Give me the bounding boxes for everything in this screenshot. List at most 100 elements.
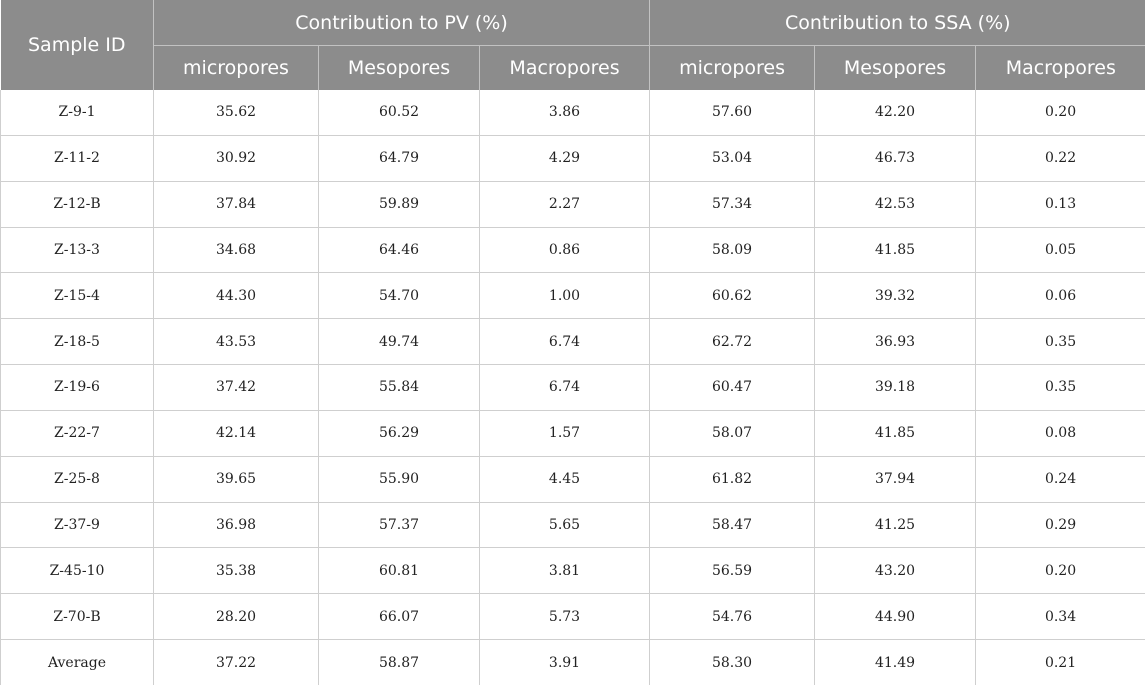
pv-macropores-cell: 4.29 [479, 135, 651, 182]
sample-id-cell: Z-15-4 [0, 272, 154, 320]
ssa-macropores-cell: 0.20 [975, 90, 1145, 136]
ssa-micropores-cell: 58.47 [649, 502, 816, 549]
ssa-macropores-cell: 0.24 [975, 456, 1145, 503]
ssa-macropores-cell: 0.35 [975, 364, 1145, 411]
ssa-macropores-cell: 0.34 [975, 593, 1145, 641]
pv-micropores-cell: 36.98 [153, 502, 319, 549]
pv-mesopores-cell: 54.70 [318, 272, 480, 320]
pv-micropores-cell: 35.38 [153, 547, 319, 595]
pv-mesopores-cell: 60.52 [318, 90, 480, 136]
pv-macropores-cell: 6.74 [479, 364, 651, 411]
table-body: Z-9-1 35.62 60.52 3.86 57.60 42.20 0.20 Z-11-2 3… [0, 90, 1145, 685]
sample-id-cell: Z-25-8 [0, 456, 154, 503]
pv-mesopores-cell: 64.79 [318, 135, 480, 182]
ssa-mesopores-cell: 42.20 [814, 90, 977, 136]
ssa-micropores-cell: 54.76 [649, 593, 816, 641]
ssa-micropores-cell: 61.82 [649, 456, 816, 503]
pv-micropores-cell: 37.22 [153, 639, 319, 685]
ssa-micropores-cell: 60.47 [649, 364, 816, 411]
ssa-micropores-cell: 62.72 [649, 318, 816, 366]
table-row: Z-15-4 44.30 54.70 1.00 60.62 39.32 0.06 [0, 272, 1145, 320]
table-row: Z-12-B 37.84 59.89 2.27 57.34 42.53 0.13 [0, 181, 1145, 228]
table-row: Z-45-10 35.38 60.81 3.81 56.59 43.20 0.20 [0, 547, 1145, 595]
pv-mesopores-cell: 55.90 [318, 456, 480, 503]
pv-mesopores-cell: 56.29 [318, 410, 480, 457]
header-pv-macropores: Macropores [479, 45, 651, 90]
sample-id-cell: Z-45-10 [0, 547, 154, 595]
pv-macropores-cell: 3.86 [479, 90, 651, 136]
header-pv-mesopores: Mesopores [318, 45, 480, 90]
ssa-macropores-cell: 0.20 [975, 547, 1145, 595]
ssa-mesopores-cell: 44.90 [814, 593, 977, 641]
ssa-mesopores-cell: 37.94 [814, 456, 977, 503]
table-header: Sample ID Contribution to PV (%) Contrib… [0, 0, 1145, 90]
sample-id-cell: Z-18-5 [0, 318, 154, 366]
ssa-mesopores-cell: 41.25 [814, 502, 977, 549]
pv-macropores-cell: 4.45 [479, 456, 651, 503]
table-row: Z-13-3 34.68 64.46 0.86 58.09 41.85 0.05 [0, 227, 1145, 274]
ssa-micropores-cell: 60.62 [649, 272, 816, 320]
header-ssa-micropores: micropores [649, 45, 816, 90]
ssa-mesopores-cell: 43.20 [814, 547, 977, 595]
ssa-macropores-cell: 0.21 [975, 639, 1145, 685]
pv-micropores-cell: 34.68 [153, 227, 319, 274]
table-row: Z-9-1 35.62 60.52 3.86 57.60 42.20 0.20 [0, 90, 1145, 136]
ssa-micropores-cell: 56.59 [649, 547, 816, 595]
pv-micropores-cell: 37.42 [153, 364, 319, 411]
header-pv-micropores: micropores [153, 45, 319, 90]
header-group-pv: Contribution to PV (%) [153, 0, 651, 46]
pv-mesopores-cell: 59.89 [318, 181, 480, 228]
ssa-macropores-cell: 0.06 [975, 272, 1145, 320]
table-row: Z-25-8 39.65 55.90 4.45 61.82 37.94 0.24 [0, 456, 1145, 503]
sample-id-cell: Average [0, 639, 154, 685]
pv-mesopores-cell: 49.74 [318, 318, 480, 366]
ssa-macropores-cell: 0.22 [975, 135, 1145, 182]
header-group-ssa: Contribution to SSA (%) [649, 0, 1145, 46]
pv-micropores-cell: 30.92 [153, 135, 319, 182]
sample-id-cell: Z-37-9 [0, 502, 154, 549]
pv-mesopores-cell: 55.84 [318, 364, 480, 411]
ssa-micropores-cell: 57.60 [649, 90, 816, 136]
header-sample-id: Sample ID [0, 0, 154, 90]
ssa-micropores-cell: 58.07 [649, 410, 816, 457]
pv-macropores-cell: 6.74 [479, 318, 651, 366]
ssa-macropores-cell: 0.13 [975, 181, 1145, 228]
ssa-macropores-cell: 0.29 [975, 502, 1145, 549]
pv-micropores-cell: 39.65 [153, 456, 319, 503]
pv-macropores-cell: 5.73 [479, 593, 651, 641]
sample-id-cell: Z-9-1 [0, 90, 154, 136]
pv-micropores-cell: 42.14 [153, 410, 319, 457]
ssa-macropores-cell: 0.08 [975, 410, 1145, 457]
table-row-average: Average 37.22 58.87 3.91 58.30 41.49 0.21 [0, 639, 1145, 685]
pv-macropores-cell: 2.27 [479, 181, 651, 228]
sample-id-cell: Z-12-B [0, 181, 154, 228]
sample-id-cell: Z-19-6 [0, 364, 154, 411]
pv-macropores-cell: 1.00 [479, 272, 651, 320]
pv-mesopores-cell: 57.37 [318, 502, 480, 549]
table-row: Z-70-B 28.20 66.07 5.73 54.76 44.90 0.34 [0, 593, 1145, 641]
ssa-micropores-cell: 58.09 [649, 227, 816, 274]
pv-micropores-cell: 44.30 [153, 272, 319, 320]
sample-id-cell: Z-70-B [0, 593, 154, 641]
ssa-mesopores-cell: 36.93 [814, 318, 977, 366]
ssa-macropores-cell: 0.05 [975, 227, 1145, 274]
header-row-sub: micropores Mesopores Macropores micropor… [1, 45, 1145, 90]
header-ssa-macropores: Macropores [975, 45, 1145, 90]
header-row-group: Sample ID Contribution to PV (%) Contrib… [0, 0, 1145, 90]
pv-micropores-cell: 35.62 [153, 90, 319, 136]
ssa-mesopores-cell: 39.32 [814, 272, 977, 320]
table-row: Z-22-7 42.14 56.29 1.57 58.07 41.85 0.08 [0, 410, 1145, 457]
table-row: Z-18-5 43.53 49.74 6.74 62.72 36.93 0.35 [0, 318, 1145, 366]
ssa-micropores-cell: 58.30 [649, 639, 816, 685]
ssa-mesopores-cell: 41.85 [814, 410, 977, 457]
pv-mesopores-cell: 66.07 [318, 593, 480, 641]
pv-mesopores-cell: 58.87 [318, 639, 480, 685]
table-row: Z-19-6 37.42 55.84 6.74 60.47 39.18 0.35 [0, 364, 1145, 411]
pv-micropores-cell: 43.53 [153, 318, 319, 366]
pv-macropores-cell: 3.81 [479, 547, 651, 595]
pv-macropores-cell: 3.91 [479, 639, 651, 685]
header-ssa-mesopores: Mesopores [814, 45, 977, 90]
pv-micropores-cell: 37.84 [153, 181, 319, 228]
table-row: Z-11-2 30.92 64.79 4.29 53.04 46.73 0.22 [0, 135, 1145, 182]
pv-macropores-cell: 1.57 [479, 410, 651, 457]
